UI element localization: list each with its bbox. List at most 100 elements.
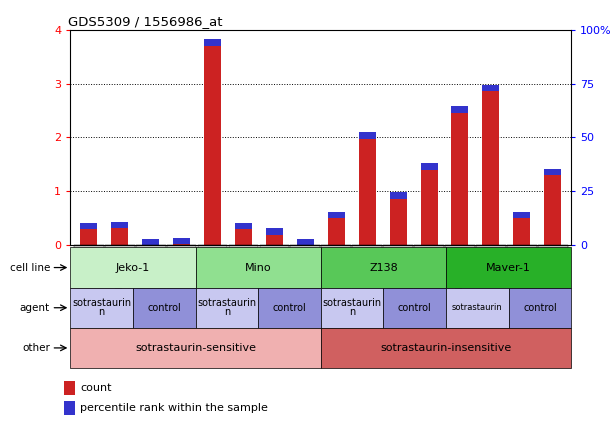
Text: Jeko-1: Jeko-1: [115, 263, 150, 272]
Bar: [359, 132, 376, 139]
Bar: [142, 239, 159, 245]
Bar: [196, 247, 321, 288]
Bar: [538, 245, 568, 288]
Bar: [70, 288, 133, 328]
Bar: [420, 163, 437, 170]
Bar: [544, 169, 562, 245]
Bar: [260, 245, 289, 288]
Bar: [258, 288, 321, 328]
Text: GSM1044973: GSM1044973: [239, 247, 248, 306]
Text: GSM1044979: GSM1044979: [455, 247, 464, 305]
Bar: [359, 132, 376, 245]
Bar: [235, 222, 252, 229]
Text: sotrastaurin-insensitive: sotrastaurin-insensitive: [381, 343, 511, 353]
Bar: [513, 212, 530, 218]
Bar: [64, 401, 75, 415]
Bar: [420, 163, 437, 245]
Text: GSM1044966: GSM1044966: [146, 247, 155, 306]
Bar: [198, 245, 227, 288]
Bar: [445, 245, 475, 288]
Bar: [414, 245, 444, 288]
Bar: [452, 106, 469, 245]
Bar: [64, 381, 75, 395]
Text: GSM1044967: GSM1044967: [84, 247, 93, 306]
Text: sotrastaurin
n: sotrastaurin n: [197, 298, 257, 317]
Text: sotrastaurin
n: sotrastaurin n: [72, 298, 131, 317]
Text: GSM1044975: GSM1044975: [332, 247, 341, 306]
Bar: [80, 222, 97, 245]
Bar: [390, 192, 406, 245]
Bar: [111, 222, 128, 228]
Bar: [70, 247, 196, 288]
Bar: [266, 228, 283, 245]
Bar: [133, 288, 196, 328]
Text: GSM1044970: GSM1044970: [270, 247, 279, 306]
Bar: [446, 247, 571, 288]
Bar: [70, 328, 321, 368]
Text: count: count: [81, 383, 112, 393]
Bar: [544, 169, 562, 175]
Bar: [327, 212, 345, 245]
Bar: [321, 328, 571, 368]
Bar: [173, 238, 190, 245]
Bar: [452, 106, 469, 113]
Text: GSM1044971: GSM1044971: [208, 247, 217, 306]
Text: GSM1044974: GSM1044974: [393, 247, 403, 306]
Bar: [321, 288, 384, 328]
Bar: [321, 245, 351, 288]
Text: GSM1044976: GSM1044976: [425, 247, 434, 306]
Bar: [266, 228, 283, 234]
Bar: [105, 245, 134, 288]
Text: cell line: cell line: [10, 263, 50, 272]
Bar: [446, 288, 509, 328]
Bar: [111, 222, 128, 245]
Bar: [482, 85, 499, 91]
Bar: [80, 222, 97, 229]
Bar: [297, 242, 314, 245]
Bar: [327, 212, 345, 218]
Text: GSM1044969: GSM1044969: [115, 247, 124, 305]
Text: Mino: Mino: [245, 263, 271, 272]
Bar: [290, 245, 320, 288]
Bar: [390, 192, 406, 199]
Text: control: control: [398, 303, 431, 313]
Bar: [476, 245, 506, 288]
Bar: [229, 245, 258, 288]
Bar: [513, 212, 530, 245]
Text: percentile rank within the sample: percentile rank within the sample: [81, 403, 268, 413]
Text: GSM1044977: GSM1044977: [363, 247, 371, 306]
Text: agent: agent: [20, 303, 50, 313]
Text: sotrastaurin
n: sotrastaurin n: [323, 298, 382, 317]
Bar: [297, 239, 314, 245]
Bar: [482, 85, 499, 245]
Bar: [196, 288, 258, 328]
Text: GSM1044968: GSM1044968: [177, 247, 186, 306]
Bar: [383, 245, 413, 288]
Bar: [167, 245, 197, 288]
Text: sotrastaurin: sotrastaurin: [452, 303, 503, 312]
Text: Z138: Z138: [369, 263, 398, 272]
Text: GSM1044972: GSM1044972: [301, 247, 310, 306]
Bar: [142, 241, 159, 245]
Text: GDS5309 / 1556986_at: GDS5309 / 1556986_at: [68, 16, 222, 28]
Bar: [235, 222, 252, 245]
Bar: [173, 238, 190, 244]
Bar: [509, 288, 571, 328]
Bar: [204, 39, 221, 245]
Bar: [321, 247, 446, 288]
Text: Maver-1: Maver-1: [486, 263, 531, 272]
Text: GSM1044981: GSM1044981: [486, 247, 496, 306]
Text: GSM1044980: GSM1044980: [548, 247, 557, 306]
Text: sotrastaurin-sensitive: sotrastaurin-sensitive: [135, 343, 256, 353]
Bar: [353, 245, 382, 288]
Bar: [507, 245, 536, 288]
Bar: [136, 245, 166, 288]
Text: other: other: [22, 343, 50, 353]
Text: control: control: [523, 303, 557, 313]
Bar: [74, 245, 104, 288]
Bar: [384, 288, 446, 328]
Text: control: control: [147, 303, 181, 313]
Text: control: control: [273, 303, 306, 313]
Bar: [204, 39, 221, 46]
Text: GSM1044978: GSM1044978: [518, 247, 526, 306]
